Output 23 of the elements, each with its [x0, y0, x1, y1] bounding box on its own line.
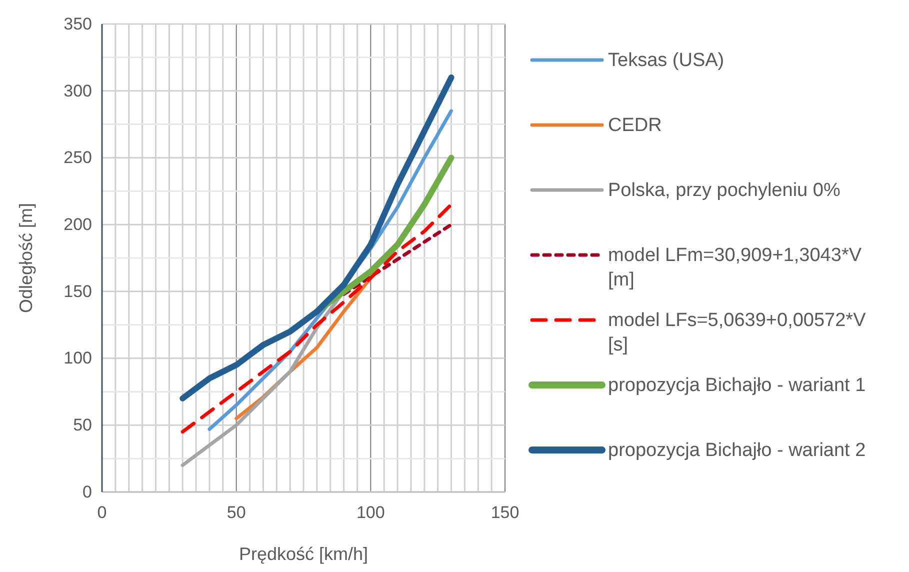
y-tick-label: 0: [82, 482, 92, 502]
y-tick-label: 100: [64, 348, 92, 368]
legend-label: Polska, przy pochyleniu 0%: [608, 180, 840, 201]
x-tick-label: 0: [97, 503, 107, 522]
y-tick-label: 50: [73, 416, 92, 435]
line-series: [180, 202, 454, 434]
legend-label: propozycja Bichajło - wariant 2: [608, 440, 866, 461]
legend-label: propozycja Bichajło - wariant 1: [608, 375, 866, 396]
legend-label: model LFs=5,0639+0,00572*V [s]: [608, 310, 866, 356]
y-tick-label: 200: [64, 215, 92, 234]
x-tick-label: 50: [226, 503, 246, 522]
legend-label: Teksas (USA): [608, 50, 724, 71]
x-axis-title: Prędkość [km/h]: [238, 544, 368, 564]
y-tick-label: 150: [64, 282, 92, 301]
x-tick-label: 150: [490, 503, 520, 522]
y-axis-title: Odległość [m]: [16, 202, 36, 314]
y-tick-label: 250: [64, 148, 92, 168]
x-tick-label: 100: [356, 503, 385, 522]
y-tick-label: 300: [64, 81, 92, 100]
legend-label: CEDR: [608, 115, 662, 136]
y-tick-label: 350: [64, 14, 92, 34]
legend-label: model LFm=30,909+1,3043*V [m]: [608, 245, 862, 291]
line-series: [342, 222, 454, 296]
